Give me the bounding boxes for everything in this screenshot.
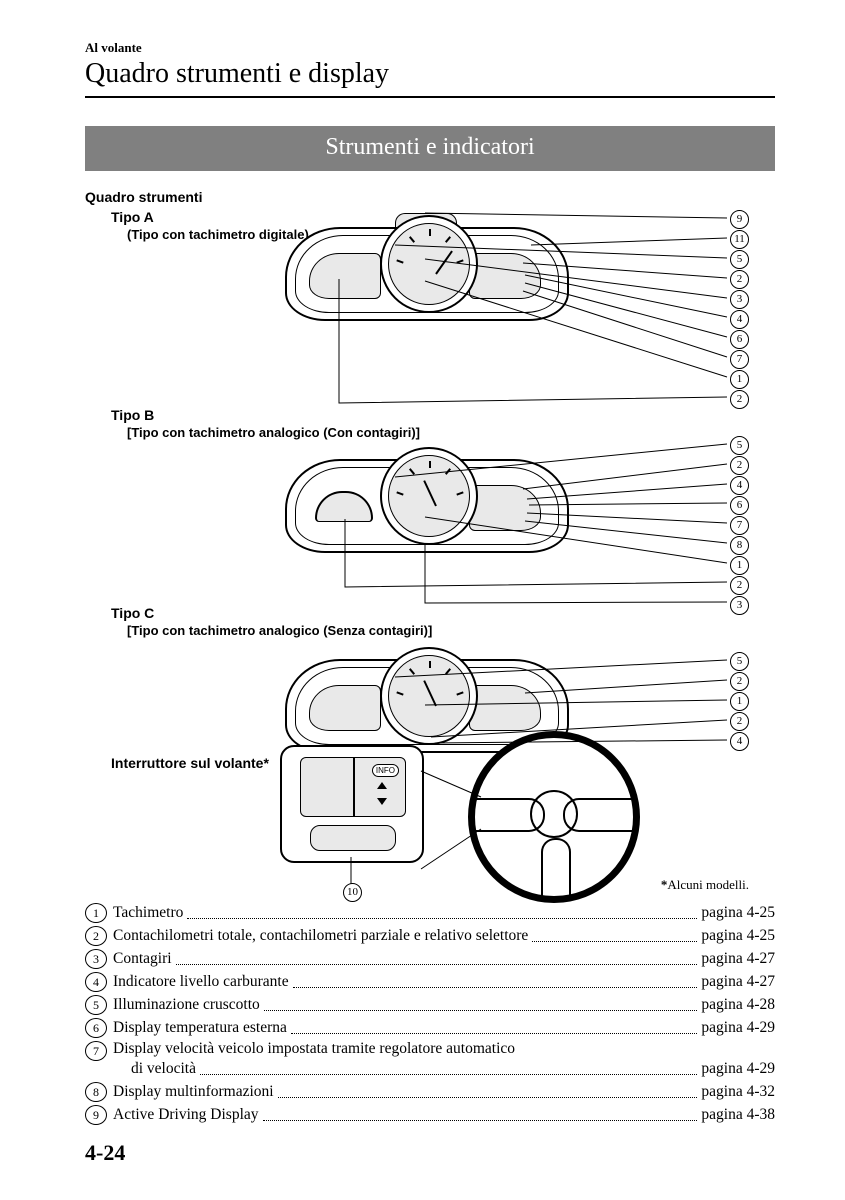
index-page: pagina 4-25	[701, 926, 775, 946]
cluster-a-right-display	[469, 253, 541, 299]
index-num: 8	[85, 1082, 107, 1102]
index-row: 3 Contagiri pagina 4-27	[85, 947, 775, 969]
index-row: 2 Contachilometri totale, contachilometri…	[85, 924, 775, 946]
callouts-c: 5 2 1 2 4	[730, 651, 749, 752]
index-label: Display velocità veicolo impostata trami…	[113, 1039, 775, 1059]
index-num: 7	[85, 1041, 107, 1061]
index-page: pagina 4-25	[701, 903, 775, 923]
index-label: Active Driving Display	[113, 1105, 259, 1125]
index-label: Tachimetro	[113, 903, 183, 923]
label-type-b-sub: [Tipo con tachimetro analogico (Con cont…	[127, 425, 420, 440]
index-num: 6	[85, 1018, 107, 1038]
index-row: 9 Active Driving Display pagina 4-38	[85, 1103, 775, 1125]
cluster-c-left-display	[309, 685, 381, 731]
cluster-a-gauge	[380, 215, 478, 313]
index-page: pagina 4-29	[701, 1018, 775, 1038]
index-label: Display temperatura esterna	[113, 1018, 287, 1038]
label-type-b: Tipo B	[111, 407, 154, 423]
index-num: 1	[85, 903, 107, 923]
index-num: 3	[85, 949, 107, 969]
callout-10: 10	[343, 883, 362, 902]
cluster-c-right-display	[469, 685, 541, 731]
label-type-c-sub: [Tipo con tachimetro analogico (Senza co…	[127, 623, 432, 638]
chapter-rule	[85, 96, 775, 98]
cluster-c-gauge	[380, 647, 478, 745]
down-arrow-icon	[377, 798, 387, 805]
index-page: pagina 4-32	[701, 1082, 775, 1102]
label-type-a: Tipo A	[111, 209, 154, 225]
index-num: 2	[85, 926, 107, 946]
index-page: pagina 4-27	[701, 949, 775, 969]
page-number: 4-24	[85, 1140, 125, 1166]
label-cluster: Quadro strumenti	[85, 189, 202, 205]
index-page: pagina 4-28	[701, 995, 775, 1015]
index-label: Contachilometri totale, contachilometri …	[113, 926, 528, 946]
footnote: *Alcuni modelli.	[661, 877, 749, 893]
up-arrow-icon	[377, 782, 387, 789]
callouts-a: 9 11 5 2 3 4 6 7 1 2	[730, 209, 749, 410]
chapter-pretitle: Al volante	[85, 40, 775, 56]
index-row: 8 Display multinformazioni pagina 4-32	[85, 1080, 775, 1102]
index-row: 7 Display velocità veicolo impostata tram…	[85, 1039, 775, 1079]
index-list: 1 Tachimetro pagina 4-25 2 Contachilometri t…	[85, 901, 775, 1125]
index-num: 4	[85, 972, 107, 992]
index-page: pagina 4-27	[701, 972, 775, 992]
index-num: 5	[85, 995, 107, 1015]
chapter-title: Quadro strumenti e display	[85, 58, 775, 90]
index-label: Display multinformazioni	[113, 1082, 274, 1102]
cluster-a	[285, 207, 565, 327]
section-title: Strumenti e indicatori	[85, 126, 775, 171]
index-label: Contagiri	[113, 949, 172, 969]
cluster-b	[285, 439, 565, 559]
switch-panel-icon: INFO	[280, 745, 424, 863]
index-page: pagina 4-29	[701, 1059, 775, 1079]
index-row: 4 Indicatore livello carburante pagina 4-2…	[85, 970, 775, 992]
index-num: 9	[85, 1105, 107, 1125]
cluster-a-left-display	[309, 253, 381, 299]
callouts-b: 5 2 4 6 7 8 1 2 3	[730, 435, 749, 616]
index-row: 6 Display temperatura esterna pagina 4-29	[85, 1016, 775, 1038]
index-row: 5 Illuminazione cruscotto pagina 4-28	[85, 993, 775, 1015]
lower-button-icon	[310, 825, 396, 851]
label-steering-switch: Interruttore sul volante*	[111, 755, 269, 771]
steering-wheel-icon	[468, 731, 640, 903]
index-page: pagina 4-38	[701, 1105, 775, 1125]
diagram-area: Quadro strumenti Tipo A (Tipo con tachim…	[85, 189, 775, 889]
index-label: Illuminazione cruscotto	[113, 995, 260, 1015]
info-button-icon: INFO	[372, 764, 399, 777]
label-type-a-sub: (Tipo con tachimetro digitale)	[127, 227, 309, 242]
index-row: 1 Tachimetro pagina 4-25	[85, 901, 775, 923]
label-type-c: Tipo C	[111, 605, 154, 621]
cluster-b-gauge	[380, 447, 478, 545]
index-label: Indicatore livello carburante	[113, 972, 289, 992]
index-label-line2: di velocità	[113, 1059, 196, 1079]
cluster-b-right-display	[469, 485, 541, 531]
